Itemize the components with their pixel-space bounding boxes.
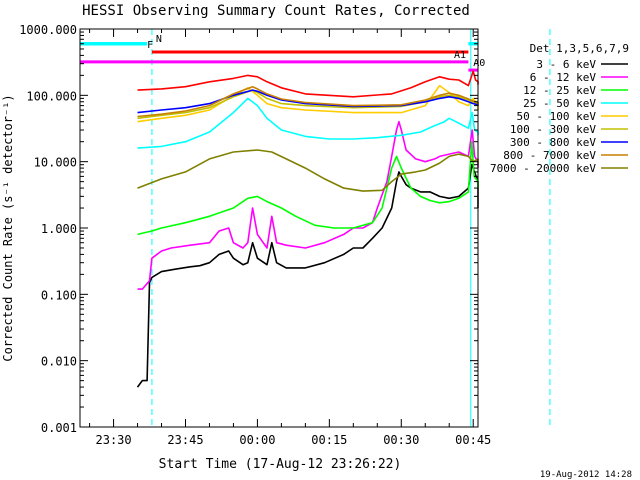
y-tick-label: 0.001	[41, 421, 77, 435]
legend-label: 7000 - 20000 keV	[490, 162, 596, 175]
x-tick-label: 00:00	[239, 433, 275, 447]
attenuator-label: A1	[454, 50, 466, 61]
y-tick-label: 100.000	[26, 89, 77, 103]
y-axis-label: Corrected Count Rate (s⁻¹ detector⁻¹)	[1, 94, 15, 361]
y-tick-label: 10.000	[34, 156, 77, 170]
time-marker-label: N	[156, 34, 162, 45]
data-series-line	[137, 84, 479, 123]
legend-label: 800 - 7000 keV	[503, 149, 596, 162]
legend-title: Det 1,3,5,6,7,9	[530, 42, 629, 55]
data-series-line	[137, 140, 479, 236]
data-series-line	[137, 89, 479, 114]
x-tick-label: 23:45	[167, 433, 203, 447]
data-series-line	[137, 149, 479, 192]
attenuator-annotations: F A1 A0	[80, 40, 485, 72]
legend-label: 25 - 50 keV	[523, 97, 596, 110]
timestamp: 19-Aug-2012 14:28	[540, 470, 632, 480]
attenuator-label: A0	[473, 58, 485, 69]
legend-label: 300 - 800 keV	[510, 136, 596, 149]
data-series-line	[137, 85, 479, 118]
y-tick-label: 0.010	[41, 355, 77, 369]
x-tick-label: 23:30	[96, 433, 132, 447]
x-axis: 23:30 23:45 00:00 00:15 00:30 00:45	[89, 29, 491, 447]
chart-title: HESSI Observing Summary Count Rates, Cor…	[82, 3, 470, 19]
data-series-line	[137, 70, 479, 98]
x-tick-label: 00:30	[383, 433, 419, 447]
x-axis-label: Start Time (17-Aug-12 23:26:22)	[159, 457, 402, 472]
data-series-line	[137, 120, 479, 290]
y-axis: 1000.000 100.000 10.000 1.000 0.100 0.010 0.00…	[19, 23, 478, 435]
legend-label: 12 - 25 keV	[523, 84, 596, 97]
legend-label: 6 - 12 keV	[530, 71, 597, 84]
data-series-line	[137, 89, 479, 120]
y-tick-label: 1.000	[41, 222, 77, 236]
series-group	[136, 70, 479, 388]
x-tick-label: 00:45	[455, 433, 491, 447]
legend-label: 100 - 300 keV	[510, 123, 596, 136]
data-series-line	[137, 97, 479, 149]
legend-label: 3 - 6 keV	[536, 58, 596, 71]
y-tick-label: 1000.000	[19, 23, 77, 37]
y-tick-label: 0.100	[41, 288, 77, 302]
x-tick-label: 00:15	[311, 433, 347, 447]
attenuator-label: F	[147, 40, 153, 51]
data-series-line	[136, 163, 479, 388]
legend-label: 50 - 100 keV	[517, 110, 597, 123]
